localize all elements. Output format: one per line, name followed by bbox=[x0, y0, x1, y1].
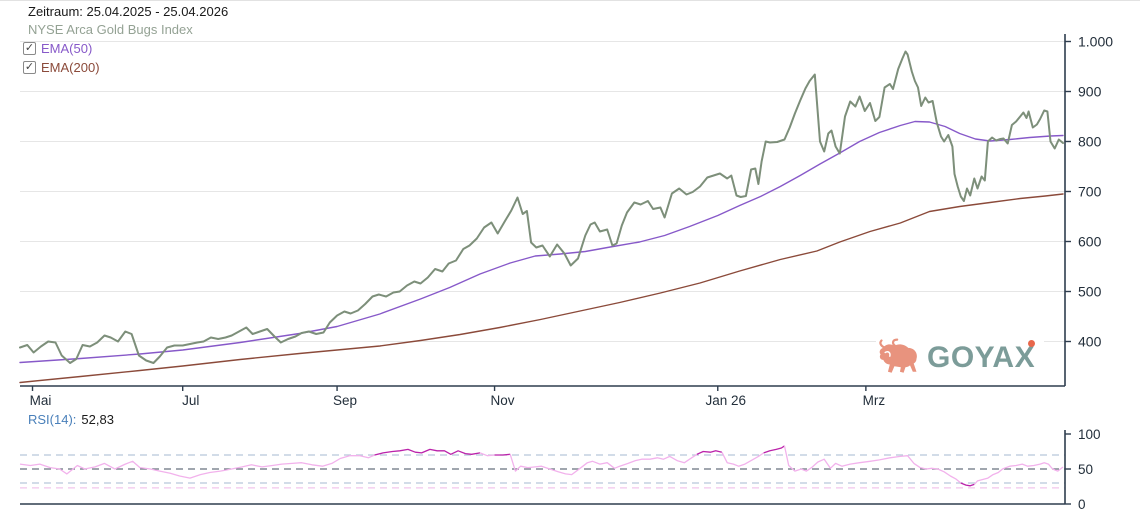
svg-text:0: 0 bbox=[1078, 497, 1086, 512]
goyax-logo-text: GOYAX bbox=[927, 341, 1036, 374]
ema50-label: EMA(50) bbox=[41, 40, 93, 56]
instrument-name: NYSE Arca Gold Bugs Index bbox=[28, 22, 193, 37]
ema200-label: EMA(200) bbox=[41, 59, 100, 75]
svg-text:Nov: Nov bbox=[491, 393, 515, 408]
goyax-logo: GOYAX bbox=[876, 337, 1044, 379]
goyax-logo-dot bbox=[1028, 340, 1035, 347]
svg-text:Mrz: Mrz bbox=[863, 393, 886, 408]
svg-text:700: 700 bbox=[1078, 184, 1102, 200]
period-label: Zeitraum: 25.04.2025 - 25.04.2026 bbox=[28, 4, 229, 19]
svg-text:800: 800 bbox=[1078, 134, 1102, 150]
svg-text:600: 600 bbox=[1078, 234, 1102, 250]
goyax-bull-icon bbox=[879, 338, 917, 373]
ema200-checkbox[interactable]: ✓ bbox=[23, 60, 36, 74]
svg-text:50: 50 bbox=[1078, 462, 1093, 477]
svg-text:Jul: Jul bbox=[182, 393, 199, 408]
svg-text:1.000: 1.000 bbox=[1078, 34, 1113, 50]
svg-text:500: 500 bbox=[1078, 284, 1102, 300]
svg-text:Mai: Mai bbox=[30, 393, 52, 408]
ema200-toggle[interactable]: ✓ EMA(200) bbox=[23, 59, 100, 75]
svg-text:100: 100 bbox=[1078, 427, 1101, 442]
svg-text:Jan 26: Jan 26 bbox=[705, 393, 746, 408]
svg-text:Sep: Sep bbox=[333, 393, 357, 408]
rsi-header: RSI(14): 52,83 bbox=[28, 412, 114, 427]
svg-text:900: 900 bbox=[1078, 84, 1102, 100]
rsi-current-value: 52,83 bbox=[81, 412, 114, 427]
rsi-indicator-label: RSI(14): bbox=[28, 412, 77, 427]
svg-text:400: 400 bbox=[1078, 334, 1102, 350]
